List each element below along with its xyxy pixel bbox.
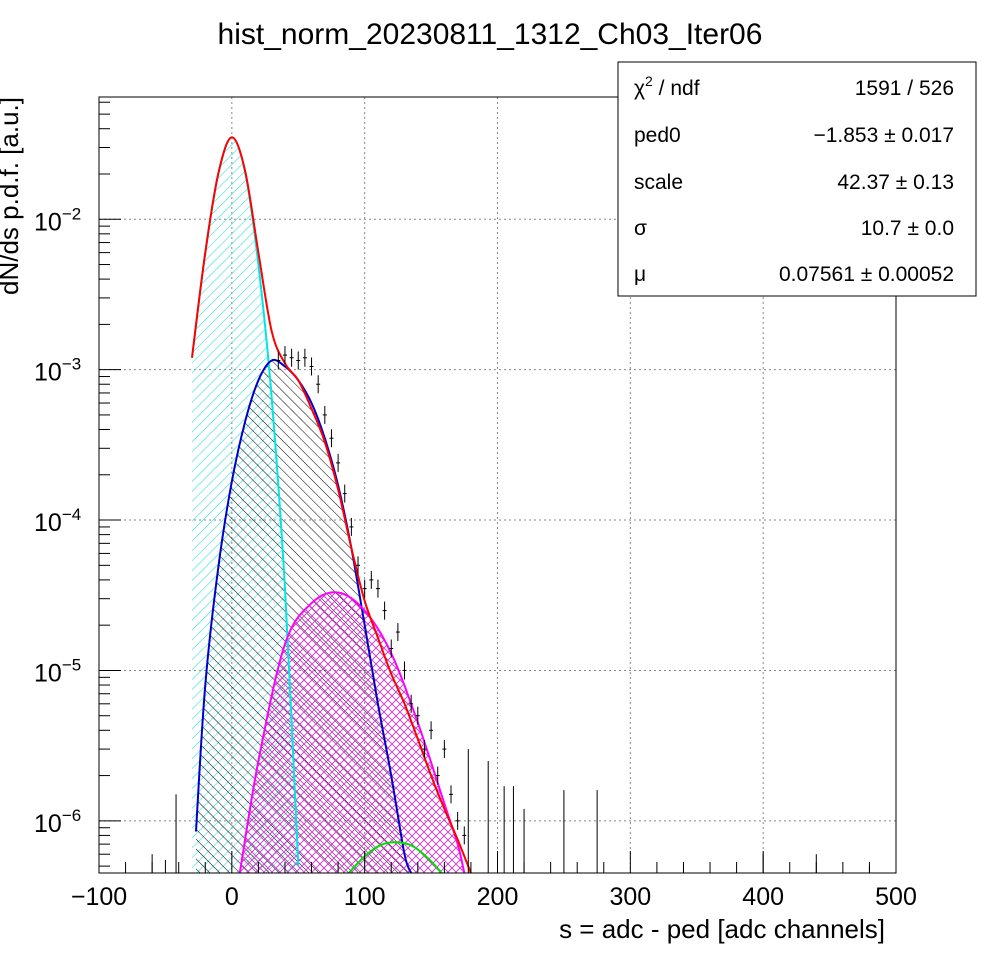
stats-param-name: σ xyxy=(634,217,647,240)
data-point xyxy=(296,351,301,370)
data-point xyxy=(342,484,347,503)
data-point xyxy=(382,601,387,620)
x-tick-label: 300 xyxy=(609,883,651,911)
data-point xyxy=(422,740,427,759)
data-point xyxy=(409,694,414,713)
x-tick-label: 0 xyxy=(225,883,239,911)
y-tick-label: 10−3 xyxy=(34,355,81,387)
y-axis-label: dN/ds p.d.f. [a.u.] xyxy=(0,97,24,295)
x-tick-label: 200 xyxy=(477,883,519,911)
chart-title: hist_norm_20230811_1312_Ch03_Iter06 xyxy=(218,18,763,51)
data-point xyxy=(329,429,334,448)
data-point xyxy=(415,706,420,725)
data-point xyxy=(449,785,454,804)
x-axis-label: s = adc - ped [adc channels] xyxy=(559,914,885,944)
data-point xyxy=(336,453,341,472)
x-tick-label: 500 xyxy=(875,883,917,911)
data-point xyxy=(429,721,434,740)
y-tick-label: 10−2 xyxy=(34,204,81,236)
stats-param-name: ped0 xyxy=(634,124,681,147)
axis-ticks: −100 0 100 200 300 400 500 10−6 10−5 10−4 10−3 10−2 xyxy=(34,101,917,911)
data-point xyxy=(455,811,460,830)
y-tick-label: 10−5 xyxy=(34,655,81,687)
y-tick-label: 10−6 xyxy=(34,806,81,838)
data-point xyxy=(302,348,307,367)
data-points xyxy=(151,346,870,873)
data-point xyxy=(442,740,447,759)
data-point xyxy=(322,405,327,424)
data-point xyxy=(349,517,354,536)
data-point xyxy=(276,351,281,370)
x-tick-label: 400 xyxy=(742,883,784,911)
y-tick-label: 10−4 xyxy=(34,505,81,537)
component-fills xyxy=(192,137,465,873)
data-point xyxy=(356,556,361,575)
data-point xyxy=(395,623,400,642)
fit-curves xyxy=(191,136,472,873)
data-point xyxy=(316,375,321,394)
data-point xyxy=(375,579,380,598)
data-point xyxy=(389,639,394,658)
data-point xyxy=(369,570,374,589)
stats-param-value: 1591 / 526 xyxy=(855,77,954,100)
stats-param-value: −1.853 ± 0.017 xyxy=(813,124,954,147)
data-point xyxy=(362,579,367,598)
stats-param-value: 0.07561 ± 0.00052 xyxy=(779,263,954,286)
stats-param-name: χ2 / ndf xyxy=(634,73,700,100)
stats-param-name: μ xyxy=(634,263,646,286)
x-tick-label: 100 xyxy=(344,883,386,911)
data-point xyxy=(309,357,314,376)
stats-box: χ2 / ndf 1591 / 526 ped0 −1.853 ± 0.017 scal… xyxy=(617,61,977,297)
data-point xyxy=(289,348,294,367)
data-point xyxy=(435,766,440,785)
component-curve-2 xyxy=(238,591,466,873)
x-tick-label: −100 xyxy=(71,883,127,911)
data-point xyxy=(402,661,407,680)
total-fit-curve xyxy=(191,136,472,873)
stats-param-name: scale xyxy=(634,171,683,194)
data-point xyxy=(282,346,287,365)
stats-param-value: 42.37 ± 0.13 xyxy=(837,171,954,194)
stats-param-value: 10.7 ± 0.0 xyxy=(861,217,954,240)
data-point xyxy=(462,826,467,845)
